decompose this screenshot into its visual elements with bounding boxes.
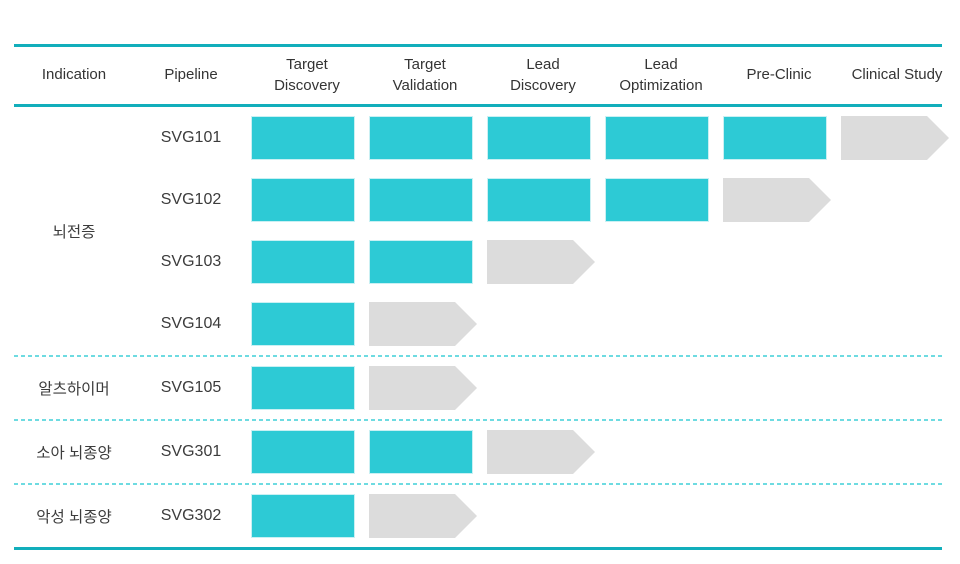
table-bottom-rule — [14, 547, 942, 550]
group-rows: SVG101 SVG102 SVG103 SVG104 — [134, 107, 956, 355]
stage-slot — [366, 366, 484, 410]
stage-slot — [366, 116, 484, 160]
stage-slot — [366, 178, 484, 222]
pipeline-name: SVG301 — [160, 443, 222, 460]
stage-complete-bar — [487, 116, 591, 160]
stage-complete-bar — [369, 240, 473, 284]
indication-group: 악성 뇌종양 SVG302 — [14, 485, 942, 547]
next-stage-arrow — [487, 430, 595, 474]
pipeline-row: SVG105 — [134, 357, 956, 419]
stage-slot — [366, 494, 484, 538]
pipeline-table: Indication Pipeline Target Discovery Tar… — [14, 44, 942, 550]
group-divider — [14, 419, 942, 421]
column-header-lead-discovery: Lead Discovery — [510, 56, 576, 94]
pipeline-name: SVG102 — [160, 191, 222, 208]
group-divider — [14, 483, 942, 485]
stage-slot — [248, 178, 366, 222]
stage-complete-bar — [487, 178, 591, 222]
stage-complete-bar — [723, 116, 827, 160]
stage-slot — [484, 430, 602, 474]
stage-complete-bar — [369, 116, 473, 160]
stage-slot — [248, 302, 366, 346]
stage-complete-bar — [369, 430, 473, 474]
stage-slot — [248, 494, 366, 538]
stage-complete-bar — [251, 178, 355, 222]
pipeline-name: SVG105 — [160, 379, 222, 396]
stage-slot — [602, 116, 720, 160]
column-header-pre-clinic: Pre-Clinic — [746, 66, 812, 84]
stage-complete-bar — [251, 240, 355, 284]
group-rows: SVG105 — [134, 357, 956, 419]
pipeline-name: SVG104 — [160, 315, 222, 332]
column-header-pipeline: Pipeline — [164, 66, 218, 84]
pipeline-row: SVG101 — [134, 107, 956, 169]
stage-complete-bar — [251, 302, 355, 346]
group-divider — [14, 355, 942, 357]
indication-group: 뇌전증 SVG101 SVG102 SVG103 SVG104 — [14, 107, 942, 355]
stage-slot — [248, 366, 366, 410]
indication-label: 악성 뇌종양 — [36, 509, 112, 526]
pipeline-name: SVG103 — [160, 253, 222, 270]
group-rows: SVG301 — [134, 421, 956, 483]
pipeline-row: SVG104 — [134, 293, 956, 355]
indication-group: 알츠하이머 SVG105 — [14, 357, 942, 419]
column-header-target-validation: Target Validation — [392, 56, 458, 94]
next-stage-arrow — [369, 366, 477, 410]
column-header-clinical-study: Clinical Study — [851, 66, 943, 84]
next-stage-arrow — [369, 494, 477, 538]
pipeline-row: SVG103 — [134, 231, 956, 293]
stage-slot — [838, 116, 956, 160]
pipeline-table-body: 뇌전증 SVG101 SVG102 SVG103 SVG104 알츠하이머 SVG105 소아… — [14, 107, 942, 547]
column-header-lead-optimization: Lead Optimization — [619, 56, 703, 94]
stage-slot — [366, 240, 484, 284]
indication-label: 소아 뇌종양 — [36, 445, 112, 462]
table-header-row: Indication Pipeline Target Discovery Tar… — [14, 44, 942, 107]
column-header-target-discovery: Target Discovery — [274, 56, 340, 94]
stage-slot — [366, 430, 484, 474]
group-rows: SVG302 — [134, 485, 956, 547]
stage-complete-bar — [251, 116, 355, 160]
indication-label: 알츠하이머 — [38, 381, 110, 398]
stage-complete-bar — [605, 178, 709, 222]
next-stage-arrow — [841, 116, 949, 160]
stage-complete-bar — [369, 178, 473, 222]
stage-slot — [720, 116, 838, 160]
stage-slot — [602, 178, 720, 222]
stage-slot — [484, 178, 602, 222]
stage-slot — [366, 302, 484, 346]
next-stage-arrow — [487, 240, 595, 284]
next-stage-arrow — [369, 302, 477, 346]
next-stage-arrow — [723, 178, 831, 222]
stage-slot — [248, 116, 366, 160]
pipeline-name: SVG302 — [160, 507, 222, 524]
indication-label: 뇌전증 — [52, 224, 96, 241]
stage-slot — [484, 240, 602, 284]
stage-slot — [720, 178, 838, 222]
stage-slot — [248, 240, 366, 284]
stage-complete-bar — [605, 116, 709, 160]
stage-complete-bar — [251, 430, 355, 474]
column-header-indication: Indication — [41, 66, 107, 84]
indication-group: 소아 뇌종양 SVG301 — [14, 421, 942, 483]
pipeline-row: SVG102 — [134, 169, 956, 231]
stage-slot — [484, 116, 602, 160]
stage-complete-bar — [251, 494, 355, 538]
pipeline-row: SVG302 — [134, 485, 956, 547]
pipeline-row: SVG301 — [134, 421, 956, 483]
stage-slot — [248, 430, 366, 474]
pipeline-name: SVG101 — [160, 129, 222, 146]
stage-complete-bar — [251, 366, 355, 410]
